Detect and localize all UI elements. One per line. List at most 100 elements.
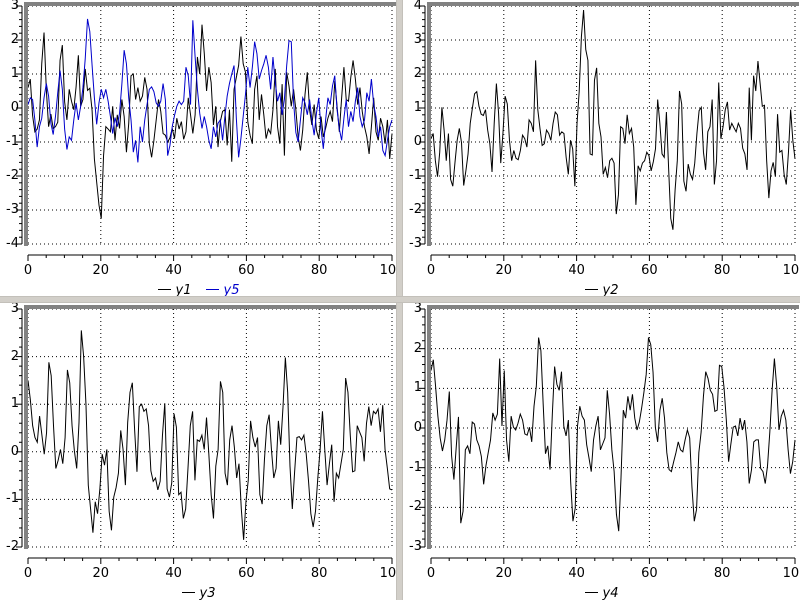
legend-line-swatch-icon <box>157 289 171 290</box>
x-axis-tick-label: 40 <box>568 566 585 581</box>
subplot-top-right[interactable]: 4 3 2 1 0 -1 -2 -3 0 20 40 60 80 100 y2 <box>403 0 800 297</box>
gridlines <box>430 308 796 548</box>
x-axis-tick-label: 20 <box>495 566 513 581</box>
legend-label: y3 <box>199 586 216 600</box>
legend-line-swatch-icon <box>584 592 598 593</box>
y-axis-tick-label: 3 <box>413 303 422 316</box>
y-axis-tick-label: 1 <box>10 66 19 81</box>
axis-ticks <box>16 5 393 261</box>
series-line-y2 <box>430 10 796 230</box>
x-axis-tick-label: 100 <box>782 566 800 581</box>
y-axis-tick-label: 1 <box>10 396 19 412</box>
x-axis-tick-label: 0 <box>23 263 33 278</box>
y-axis-tick-label: -3 <box>409 539 422 554</box>
x-axis-tick-label: 60 <box>641 263 658 278</box>
y-axis-tick-label: 0 <box>413 134 422 149</box>
plot-frame-left <box>427 6 431 246</box>
x-axis-tick-label: 60 <box>641 566 658 581</box>
legend: y4 <box>403 586 800 600</box>
subplot-top-left[interactable]: 3 2 1 0 -1 -2 -3 -4 0 20 40 60 80 100 y1 y5 <box>0 0 397 297</box>
y-axis-tick-label: -2 <box>409 499 422 515</box>
y-axis-tick-label: 2 <box>413 66 422 81</box>
y-axis-tick-label: 4 <box>413 0 422 13</box>
x-axis-tick-label: 100 <box>782 263 800 278</box>
y-axis-tick-label: 0 <box>413 420 422 435</box>
y-axis-tick-label: -4 <box>6 236 19 251</box>
x-axis-tick-label: 80 <box>310 263 328 278</box>
legend-entry-y1[interactable]: y1 <box>157 283 192 297</box>
x-axis-tick-label: 0 <box>426 566 436 581</box>
legend-entry-y3[interactable]: y3 <box>181 586 216 600</box>
y-axis-tick-label: 0 <box>10 100 19 115</box>
legend: y2 <box>403 283 800 297</box>
plot-frame-top <box>24 305 396 309</box>
plot-frame-left <box>24 6 28 246</box>
x-axis-tick-label: 0 <box>23 566 33 581</box>
y-axis-tick-label: -1 <box>6 134 19 149</box>
y-axis-tick-label: 3 <box>413 32 422 47</box>
axis-ticks <box>419 308 796 564</box>
x-axis-tick-label: 60 <box>238 566 255 581</box>
legend-label: y4 <box>602 586 619 600</box>
y-axis-tick-label: -3 <box>409 236 422 251</box>
legend-label: y2 <box>602 283 619 297</box>
y-axis-tick-label: 1 <box>413 380 422 396</box>
x-axis-tick-label: 80 <box>713 263 731 278</box>
y-axis-tick-label: 2 <box>10 32 19 47</box>
x-axis-tick-label: 40 <box>165 566 182 581</box>
plot-frame-top <box>24 2 396 6</box>
y-axis-tick-label: 1 <box>413 100 422 115</box>
legend-line-swatch-icon <box>584 289 598 290</box>
plot-svg <box>16 5 393 261</box>
x-axis-tick-label: 40 <box>165 263 182 278</box>
x-axis-tick-label: 20 <box>495 263 513 278</box>
y-axis-tick-label: 2 <box>10 348 19 364</box>
axis-ticks <box>419 5 796 261</box>
plot-frame-left <box>24 309 28 549</box>
y-axis-tick-label: 3 <box>10 303 19 316</box>
gridlines <box>27 5 393 245</box>
plot-svg <box>16 308 393 564</box>
plot-area: 4 3 2 1 0 -1 -2 -3 0 20 40 60 80 100 y2 <box>403 0 800 297</box>
series-line-y1 <box>27 24 393 219</box>
plot-area: 3 2 1 0 -1 -2 0 20 40 60 80 100 y3 <box>0 303 397 600</box>
subplot-bottom-left[interactable]: 3 2 1 0 -1 -2 0 20 40 60 80 100 y3 <box>0 303 397 600</box>
x-axis-tick-label: 20 <box>92 263 110 278</box>
x-axis-tick-label: 60 <box>238 263 255 278</box>
x-axis-tick-label: 20 <box>92 566 110 581</box>
subplot-bottom-right[interactable]: 3 2 1 0 -1 -2 -3 0 20 40 60 80 100 y4 <box>403 303 800 600</box>
plot-area: 3 2 1 0 -1 -2 -3 -4 0 20 40 60 80 100 y1 y5 <box>0 0 397 297</box>
legend-entry-y4[interactable]: y4 <box>584 586 619 600</box>
series-line-y3 <box>27 330 393 540</box>
legend-entry-y2[interactable]: y2 <box>584 283 619 297</box>
y-axis-tick-label: -1 <box>409 459 422 475</box>
legend: y3 <box>0 586 397 600</box>
horizontal-splitter[interactable] <box>0 296 800 303</box>
legend: y1 y5 <box>0 283 397 297</box>
plot-svg <box>419 308 796 564</box>
y-axis-tick-label: 0 <box>10 443 19 459</box>
series-line-y4 <box>430 337 796 532</box>
gridlines <box>27 308 393 548</box>
y-axis-tick-label: 2 <box>413 340 422 356</box>
x-axis-tick-label: 100 <box>379 566 397 581</box>
y-axis-tick-label: -3 <box>6 202 19 217</box>
x-axis-tick-label: 80 <box>310 566 328 581</box>
legend-entry-y5[interactable]: y5 <box>205 283 240 297</box>
legend-line-swatch-icon <box>205 289 219 290</box>
x-axis-tick-label: 80 <box>713 566 731 581</box>
axis-ticks <box>16 308 393 564</box>
y-axis-tick-label: 3 <box>10 0 19 13</box>
y-axis-tick-label: -1 <box>409 168 422 183</box>
plot-area: 3 2 1 0 -1 -2 -3 0 20 40 60 80 100 y4 <box>403 303 800 600</box>
y-axis-tick-label: -2 <box>409 202 422 217</box>
plot-frame-top <box>427 305 799 309</box>
plot-frame-left <box>427 309 431 549</box>
legend-label: y5 <box>223 283 240 297</box>
legend-label: y1 <box>175 283 192 297</box>
plot-frame-top <box>427 2 799 6</box>
y-axis-tick-label: -2 <box>6 539 19 554</box>
series-line-y5 <box>27 18 393 163</box>
x-axis-tick-label: 0 <box>426 263 436 278</box>
